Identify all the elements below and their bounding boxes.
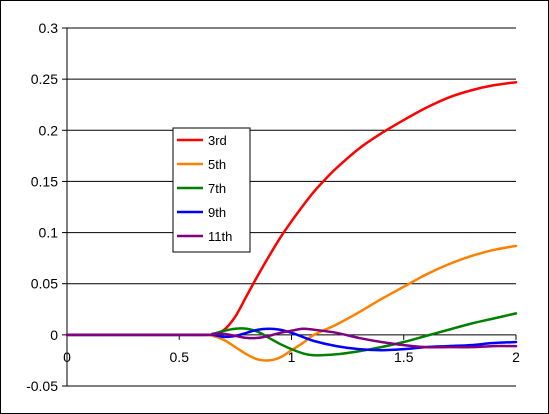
series-line-5th (65, 244, 518, 362)
y-tick-label: 0.2 (39, 122, 59, 138)
legend-label: 9th (208, 205, 226, 220)
y-tick-label: 0.3 (39, 20, 59, 36)
series-line-3rd (65, 80, 518, 337)
legend-label: 11th (208, 229, 232, 244)
y-tick-label: 0.15 (31, 173, 58, 189)
x-tick-label: 0.5 (170, 349, 190, 365)
legend-label: 7th (208, 181, 226, 196)
x-tick-label: 1.5 (394, 349, 414, 365)
y-tick-label: 0.25 (31, 71, 58, 87)
y-axis-ticks: 0.3 0.25 0.2 0.15 0.1 0.05 0 -0.05 (26, 20, 67, 394)
legend-box (172, 127, 251, 253)
y-tick-label: -0.05 (26, 378, 58, 394)
x-axis-ticks: 0 0.5 1 1.5 2 (63, 334, 520, 365)
series-line-11th (65, 327, 518, 349)
y-tick-label: 0.05 (31, 276, 58, 292)
legend: 3rd 5th 7th 9th 11th (172, 127, 251, 253)
x-tick-label: 1 (288, 349, 296, 365)
x-tick-label: 2 (512, 349, 520, 365)
series-lines (65, 80, 518, 362)
series-line-7th (65, 312, 518, 357)
x-tick-label: 0 (63, 349, 71, 365)
gridlines (67, 27, 516, 387)
legend-label: 3rd (208, 133, 227, 148)
legend-label: 5th (208, 157, 226, 172)
y-tick-label: 0.1 (39, 225, 59, 241)
y-tick-label: 0 (50, 327, 58, 343)
